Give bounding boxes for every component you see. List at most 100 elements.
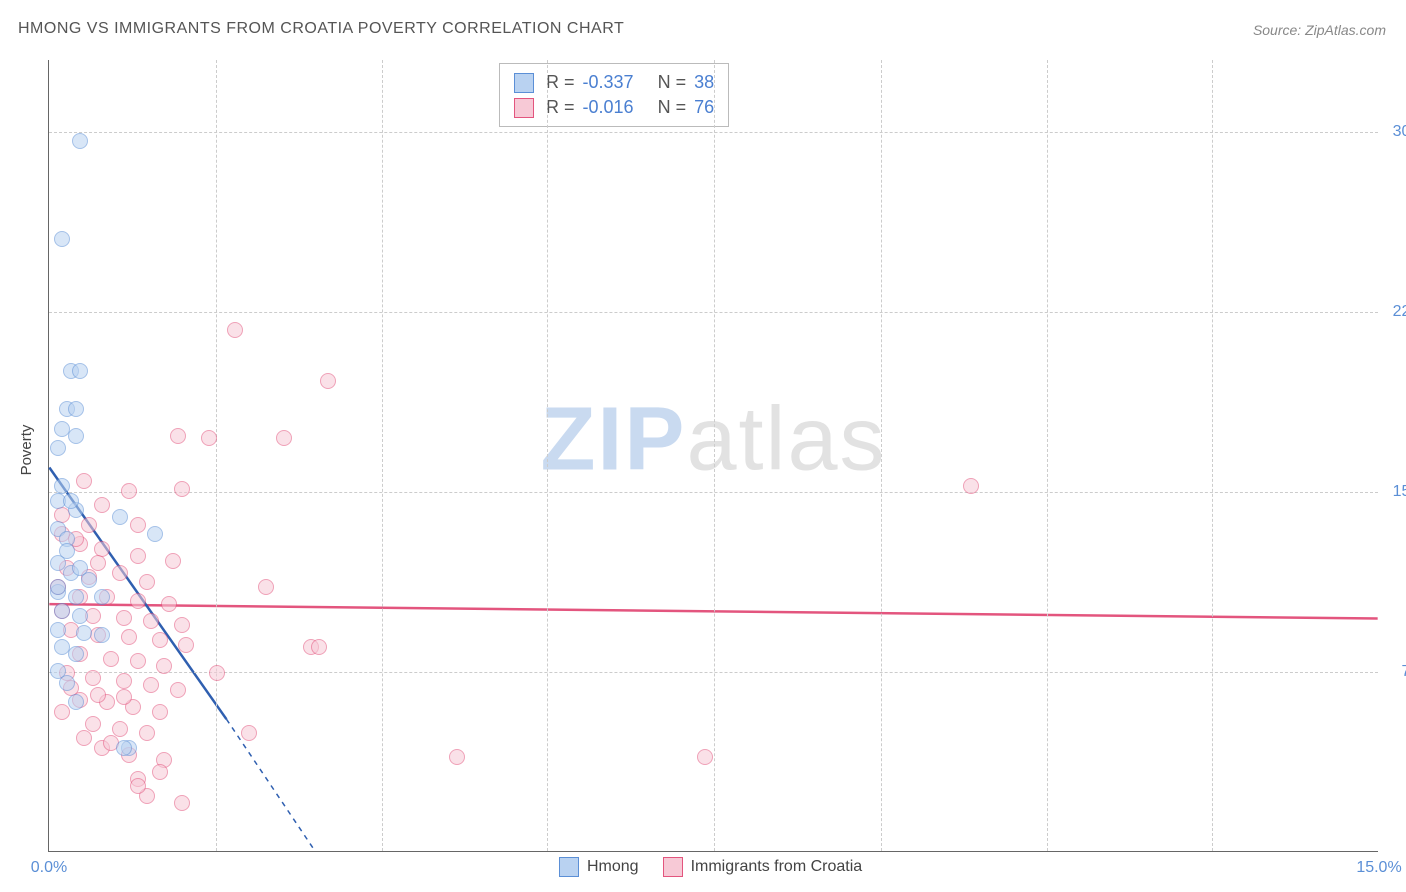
scatter-point-hmong	[59, 543, 75, 559]
swatch-croatia	[514, 98, 534, 118]
scatter-point-croatia	[209, 665, 225, 681]
scatter-point-croatia	[130, 778, 146, 794]
scatter-point-hmong	[72, 133, 88, 149]
scatter-point-croatia	[165, 553, 181, 569]
scatter-point-croatia	[130, 548, 146, 564]
scatter-point-croatia	[85, 716, 101, 732]
scatter-point-hmong	[116, 740, 132, 756]
scatter-point-croatia	[81, 517, 97, 533]
plot-area: ZIPatlas R = -0.337 N = 38 R = -0.016 N …	[48, 60, 1378, 852]
correlation-legend: R = -0.337 N = 38 R = -0.016 N = 76	[499, 63, 729, 127]
scatter-point-hmong	[54, 231, 70, 247]
gridline-v	[382, 60, 383, 851]
scatter-point-croatia	[276, 430, 292, 446]
scatter-point-hmong	[68, 401, 84, 417]
legend-row-croatia: R = -0.016 N = 76	[514, 95, 714, 120]
scatter-point-hmong	[50, 622, 66, 638]
scatter-point-hmong	[68, 694, 84, 710]
chart-title: HMONG VS IMMIGRANTS FROM CROATIA POVERTY…	[18, 20, 624, 38]
y-tick-label: 22.5%	[1393, 303, 1406, 321]
n-label: N =	[658, 97, 687, 118]
scatter-point-croatia	[121, 483, 137, 499]
legend-row-hmong: R = -0.337 N = 38	[514, 70, 714, 95]
scatter-point-croatia	[90, 555, 106, 571]
scatter-point-croatia	[85, 670, 101, 686]
gridline-v	[714, 60, 715, 851]
scatter-point-hmong	[72, 608, 88, 624]
gridline-v	[1212, 60, 1213, 851]
scatter-point-croatia	[320, 373, 336, 389]
r-label: R =	[546, 72, 575, 93]
y-axis-title: Poverty	[18, 425, 35, 476]
gridline-v	[216, 60, 217, 851]
legend-item-hmong: Hmong	[559, 857, 639, 877]
source-label: Source: ZipAtlas.com	[1253, 22, 1386, 38]
watermark-zip: ZIP	[540, 389, 686, 489]
scatter-point-croatia	[94, 497, 110, 513]
scatter-point-croatia	[121, 629, 137, 645]
scatter-point-hmong	[63, 493, 79, 509]
scatter-point-croatia	[170, 428, 186, 444]
scatter-point-croatia	[130, 653, 146, 669]
scatter-point-croatia	[90, 687, 106, 703]
scatter-point-croatia	[76, 730, 92, 746]
scatter-point-croatia	[697, 749, 713, 765]
scatter-point-croatia	[130, 593, 146, 609]
legend-item-croatia: Immigrants from Croatia	[663, 857, 863, 877]
scatter-point-croatia	[174, 481, 190, 497]
scatter-point-croatia	[152, 632, 168, 648]
legend-label-hmong: Hmong	[587, 858, 639, 876]
scatter-point-hmong	[94, 627, 110, 643]
scatter-point-croatia	[116, 689, 132, 705]
scatter-point-croatia	[156, 658, 172, 674]
scatter-point-croatia	[449, 749, 465, 765]
x-tick-label: 15.0%	[1356, 859, 1401, 877]
y-tick-label: 15.0%	[1393, 483, 1406, 501]
scatter-point-croatia	[161, 596, 177, 612]
scatter-point-croatia	[130, 517, 146, 533]
scatter-point-hmong	[68, 646, 84, 662]
r-value-hmong: -0.337	[583, 72, 634, 93]
scatter-point-croatia	[174, 617, 190, 633]
scatter-point-croatia	[112, 565, 128, 581]
watermark-atlas: atlas	[686, 389, 886, 489]
r-label: R =	[546, 97, 575, 118]
scatter-point-croatia	[178, 637, 194, 653]
y-tick-label: 30.0%	[1393, 123, 1406, 141]
scatter-point-croatia	[143, 613, 159, 629]
scatter-point-hmong	[94, 589, 110, 605]
scatter-point-hmong	[54, 603, 70, 619]
gridline-v	[881, 60, 882, 851]
scatter-point-hmong	[50, 440, 66, 456]
scatter-point-croatia	[139, 725, 155, 741]
scatter-point-croatia	[258, 579, 274, 595]
scatter-point-croatia	[241, 725, 257, 741]
scatter-point-hmong	[68, 428, 84, 444]
scatter-point-croatia	[103, 651, 119, 667]
series-legend: Hmong Immigrants from Croatia	[559, 857, 862, 877]
scatter-point-croatia	[152, 704, 168, 720]
scatter-point-hmong	[76, 625, 92, 641]
scatter-point-croatia	[116, 610, 132, 626]
scatter-point-hmong	[72, 560, 88, 576]
scatter-point-croatia	[311, 639, 327, 655]
n-label: N =	[658, 72, 687, 93]
swatch-hmong	[514, 73, 534, 93]
y-tick-label: 7.5%	[1402, 663, 1406, 681]
scatter-point-croatia	[963, 478, 979, 494]
regression-line-extended	[226, 719, 315, 851]
scatter-point-croatia	[201, 430, 217, 446]
scatter-point-croatia	[76, 473, 92, 489]
scatter-point-croatia	[139, 574, 155, 590]
scatter-point-croatia	[112, 721, 128, 737]
n-value-hmong: 38	[694, 72, 714, 93]
x-tick-label: 0.0%	[31, 859, 67, 877]
swatch-hmong	[559, 857, 579, 877]
swatch-croatia	[663, 857, 683, 877]
scatter-point-croatia	[170, 682, 186, 698]
scatter-point-croatia	[143, 677, 159, 693]
scatter-point-hmong	[59, 675, 75, 691]
scatter-point-hmong	[72, 363, 88, 379]
scatter-point-hmong	[147, 526, 163, 542]
scatter-point-hmong	[112, 509, 128, 525]
